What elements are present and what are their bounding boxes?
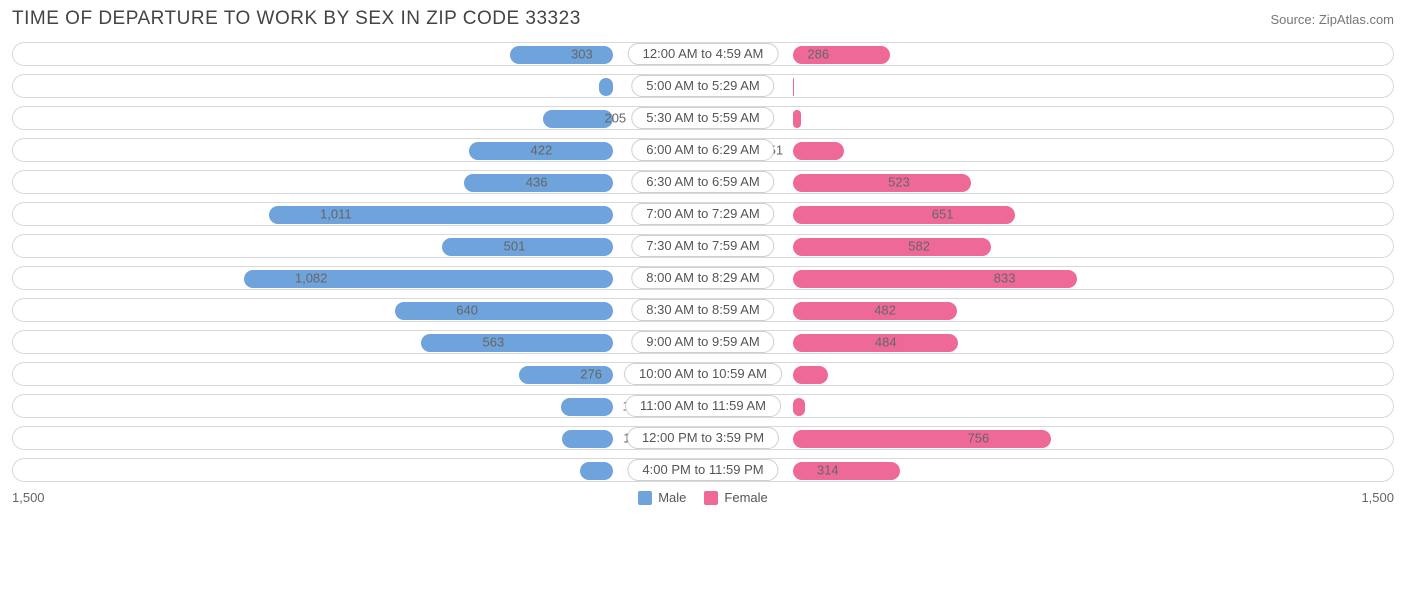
diverging-bar-chart: 303 286 12:00 AM to 4:59 AM 4245:00 AM to 5… (12, 42, 1394, 482)
time-range-label: 5:00 AM to 5:29 AM (631, 75, 774, 97)
chart-header: TIME OF DEPARTURE TO WORK BY SEX IN ZIP … (12, 8, 1394, 30)
bar-male (395, 302, 613, 320)
bar-female (793, 174, 971, 192)
bar-female (793, 238, 991, 256)
chart-row: 4221516:00 AM to 6:29 AM (12, 138, 1394, 162)
value-label-male: 563 (483, 335, 505, 350)
bar-male (421, 334, 613, 352)
bar-female (793, 78, 794, 96)
value-label-female: 484 (875, 335, 897, 350)
bar-female (793, 142, 844, 160)
bar-male (442, 238, 613, 256)
legend-item-female: Female (704, 490, 767, 505)
chart-title: TIME OF DEPARTURE TO WORK BY SEX IN ZIP … (12, 8, 581, 30)
swatch-male (638, 491, 652, 505)
chart-row: 303 286 12:00 AM to 4:59 AM (12, 42, 1394, 66)
value-label-male: 276 (580, 367, 602, 382)
value-label-female: 582 (908, 239, 930, 254)
swatch-female (704, 491, 718, 505)
time-range-label: 4:00 PM to 11:59 PM (627, 459, 778, 481)
chart-row: 27610310:00 AM to 10:59 AM (12, 362, 1394, 386)
chart-row: 1,011 651 7:00 AM to 7:29 AM (12, 202, 1394, 226)
bar-female (793, 462, 900, 480)
value-label-male: 205 (604, 111, 626, 126)
value-label-female: 482 (874, 303, 896, 318)
value-label-male: 303 (571, 47, 593, 62)
time-range-label: 6:30 AM to 6:59 AM (631, 171, 774, 193)
bar-female (793, 366, 828, 384)
time-range-label: 8:00 AM to 8:29 AM (631, 267, 774, 289)
bar-female (793, 110, 801, 128)
bar-male (599, 78, 613, 96)
time-range-label: 6:00 AM to 6:29 AM (631, 139, 774, 161)
time-range-label: 10:00 AM to 10:59 AM (624, 363, 782, 385)
bar-female (793, 398, 805, 416)
time-range-label: 8:30 AM to 8:59 AM (631, 299, 774, 321)
legend-label-male: Male (658, 490, 686, 505)
value-label-female: 523 (888, 175, 910, 190)
time-range-label: 5:30 AM to 5:59 AM (631, 107, 774, 129)
legend-label-female: Female (724, 490, 767, 505)
bar-female (793, 206, 1015, 224)
chart-row: 640 482 8:30 AM to 8:59 AM (12, 298, 1394, 322)
bar-male (510, 46, 613, 64)
axis-max-left: 1,500 (12, 490, 45, 505)
bar-male (562, 430, 613, 448)
legend-item-male: Male (638, 490, 686, 505)
legend: Male Female (638, 490, 768, 505)
chart-row: 205235:30 AM to 5:59 AM (12, 106, 1394, 130)
time-range-label: 9:00 AM to 9:59 AM (631, 331, 774, 353)
value-label-male: 501 (504, 239, 526, 254)
chart-row: 1,082 833 8:00 AM to 8:29 AM (12, 266, 1394, 290)
axis-max-right: 1,500 (1361, 490, 1394, 505)
chart-row: 501 582 7:30 AM to 7:59 AM (12, 234, 1394, 258)
chart-row: 436 523 6:30 AM to 6:59 AM (12, 170, 1394, 194)
chart-footer: 1,500 Male Female 1,500 (12, 490, 1394, 505)
chart-row: 563 484 9:00 AM to 9:59 AM (12, 330, 1394, 354)
value-label-female: 314 (817, 463, 839, 478)
time-range-label: 12:00 PM to 3:59 PM (627, 427, 779, 449)
time-range-label: 7:30 AM to 7:59 AM (631, 235, 774, 257)
value-label-female: 833 (994, 271, 1016, 286)
time-range-label: 12:00 AM to 4:59 AM (628, 43, 779, 65)
bar-female (793, 270, 1077, 288)
value-label-male: 640 (456, 303, 478, 318)
chart-row: 15075612:00 PM to 3:59 PM (12, 426, 1394, 450)
bar-male (561, 398, 613, 416)
chart-row: 4245:00 AM to 5:29 AM (12, 74, 1394, 98)
value-label-male: 1,082 (295, 271, 328, 286)
chart-row: 963144:00 PM to 11:59 PM (12, 458, 1394, 482)
value-label-male: 1,011 (320, 207, 352, 222)
source-attribution: Source: ZipAtlas.com (1270, 12, 1394, 27)
value-label-male: 436 (526, 175, 548, 190)
time-range-label: 7:00 AM to 7:29 AM (631, 203, 774, 225)
value-label-female: 651 (932, 207, 954, 222)
time-range-label: 11:00 AM to 11:59 AM (625, 395, 781, 417)
bar-female (793, 430, 1051, 448)
bar-male (580, 462, 613, 480)
value-label-male: 422 (531, 143, 553, 158)
value-label-female: 286 (807, 47, 829, 62)
bar-male (543, 110, 613, 128)
chart-row: 1523411:00 AM to 11:59 AM (12, 394, 1394, 418)
value-label-female: 756 (968, 431, 990, 446)
